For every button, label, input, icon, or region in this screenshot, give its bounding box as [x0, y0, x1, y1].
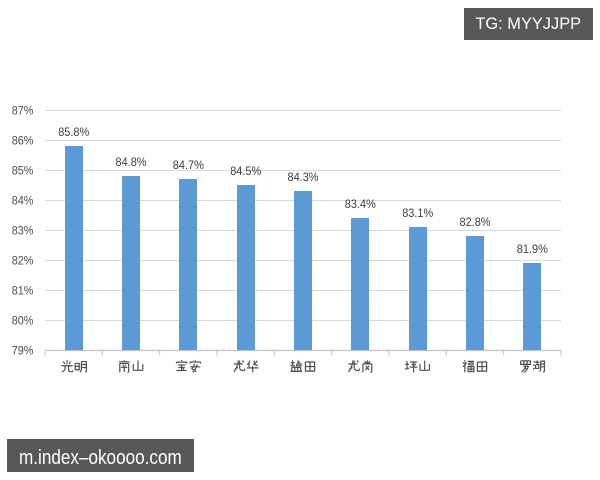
svg-text:80%: 80% — [12, 314, 34, 328]
svg-text:84%: 84% — [12, 194, 34, 208]
svg-text:81%: 81% — [12, 284, 34, 298]
svg-text:84.7%: 84.7% — [173, 158, 204, 172]
svg-text:83.4%: 83.4% — [345, 197, 376, 211]
svg-text:85%: 85% — [12, 164, 34, 178]
svg-text:85.8%: 85.8% — [58, 125, 89, 139]
svg-text:79%: 79% — [12, 344, 34, 358]
svg-text:86%: 86% — [12, 134, 34, 148]
svg-text:87%: 87% — [12, 104, 34, 118]
svg-text:84.8%: 84.8% — [116, 155, 147, 169]
svg-text:82.8%: 82.8% — [460, 215, 491, 229]
svg-text:83%: 83% — [12, 224, 34, 238]
svg-text:84.3%: 84.3% — [288, 170, 319, 184]
svg-text:84.5%: 84.5% — [230, 164, 261, 178]
svg-text:83.1%: 83.1% — [402, 206, 433, 220]
svg-text:81.9%: 81.9% — [517, 242, 548, 256]
svg-text:82%: 82% — [12, 254, 34, 268]
